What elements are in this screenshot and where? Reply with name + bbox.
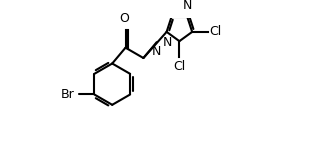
Text: Cl: Cl <box>173 60 185 73</box>
Text: N: N <box>152 45 161 58</box>
Text: N: N <box>182 0 192 12</box>
Text: Cl: Cl <box>210 25 222 38</box>
Text: Br: Br <box>61 88 75 101</box>
Text: O: O <box>119 12 129 25</box>
Text: N: N <box>163 36 172 49</box>
